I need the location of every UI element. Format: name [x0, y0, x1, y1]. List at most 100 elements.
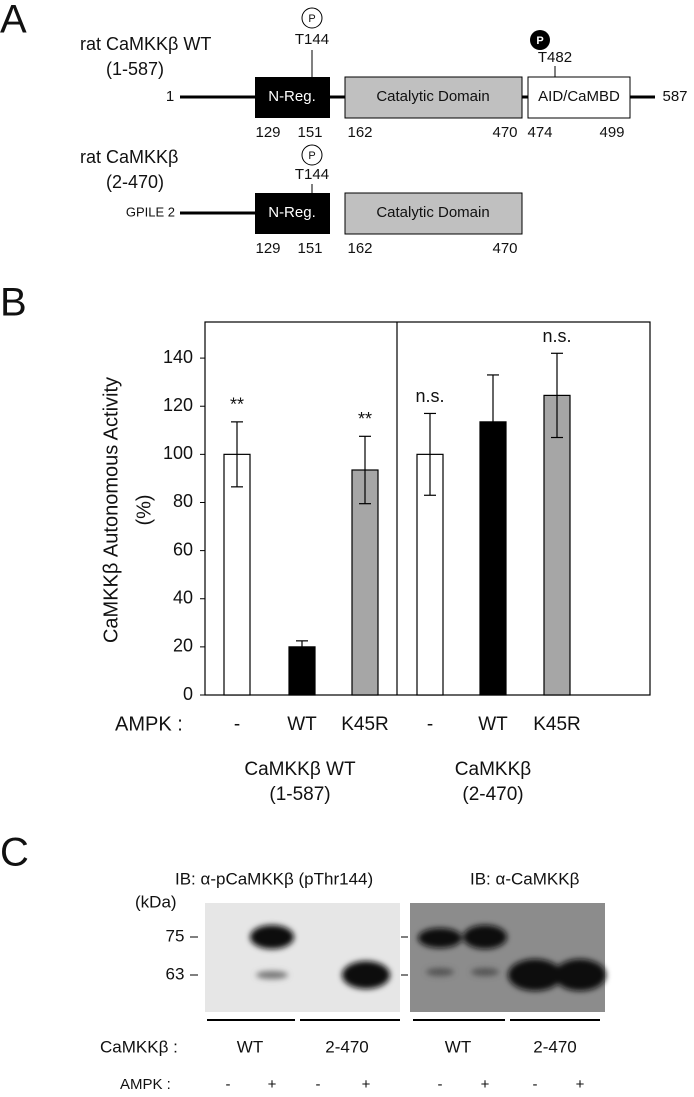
construct-label: 2-470: [533, 1037, 576, 1056]
domain-label: N-Reg.: [268, 88, 316, 105]
ampk-label: -: [533, 1076, 538, 1093]
y-tick-label: 140: [163, 347, 193, 367]
ampk-label: -: [438, 1076, 443, 1093]
bar: [351, 469, 379, 696]
x-tick-label: -: [234, 714, 240, 735]
y-tick-label: 80: [173, 491, 193, 511]
phospho-mark: P: [308, 13, 315, 25]
y-tick-label: 40: [173, 587, 193, 607]
x-tick-label: K45R: [533, 714, 581, 735]
x-axis-label: AMPK :: [115, 713, 183, 735]
phospho-mark: P: [308, 150, 315, 162]
construct-label: WT: [445, 1037, 471, 1056]
blot: [205, 903, 400, 1012]
position-label: 129: [255, 240, 280, 257]
bar: [543, 394, 571, 696]
site-label: T482: [538, 49, 572, 66]
position-label: 162: [347, 240, 372, 257]
site-label: T144: [295, 166, 329, 183]
ampk-label: +: [481, 1076, 490, 1093]
phospho-mark: P: [536, 35, 543, 47]
band: [463, 925, 507, 949]
bar: [288, 646, 316, 696]
position-label: 162: [347, 124, 372, 141]
y-tick-label: 120: [163, 395, 193, 415]
band: [508, 959, 562, 991]
row-label: CaMKKβ :: [100, 1037, 178, 1056]
domain-box: [344, 192, 523, 235]
construct-name: rat CaMKKβ: [80, 147, 178, 167]
band: [250, 925, 294, 949]
y-tick-label: 100: [163, 443, 193, 463]
row-label: AMPK :: [120, 1076, 171, 1093]
position-label: 470: [492, 124, 517, 141]
domain-label: AID/CaMBD: [538, 88, 620, 105]
position-label: 151: [297, 240, 322, 257]
marker-label: 75: [166, 926, 185, 945]
position-label: 499: [599, 124, 624, 141]
ampk-label: +: [268, 1076, 277, 1093]
ampk-label: -: [226, 1076, 231, 1093]
band: [256, 971, 288, 979]
construct-range: (1-587): [106, 59, 164, 79]
panel-label: B: [0, 281, 27, 325]
panel-a-shapes: [180, 7, 655, 235]
significance-label: n.s.: [542, 326, 571, 346]
marker-label: 63: [166, 964, 185, 983]
domain-label: N-Reg.: [268, 204, 316, 221]
y-tick-label: 0: [183, 684, 193, 704]
construct-label: WT: [237, 1037, 263, 1056]
band: [418, 928, 462, 948]
significance-label: n.s.: [415, 386, 444, 406]
ampk-label: +: [362, 1076, 371, 1093]
blot: [410, 903, 605, 1012]
domain-label: Catalytic Domain: [376, 204, 489, 221]
antibody-label: IB: α-CaMKKβ: [470, 869, 580, 888]
x-tick-label: WT: [287, 714, 317, 735]
significance-label: **: [230, 395, 244, 415]
group-label: (2-470): [462, 784, 523, 805]
y-axis-label: (%): [133, 494, 155, 525]
x-tick-label: WT: [478, 714, 508, 735]
group-label: CaMKKβ WT: [244, 759, 356, 780]
construct-range: (2-470): [106, 172, 164, 192]
position-label: 151: [297, 124, 322, 141]
phospho-circle: [530, 30, 550, 50]
end-label: 587: [662, 88, 687, 105]
x-tick-label: K45R: [341, 714, 389, 735]
band: [471, 968, 499, 976]
ampk-label: -: [316, 1076, 321, 1093]
position-label: 474: [527, 124, 552, 141]
construct-label: 2-470: [325, 1037, 368, 1056]
y-axis-label: CaMKKβ Autonomous Activity: [100, 377, 122, 643]
group-label: CaMKKβ: [455, 759, 531, 780]
band: [426, 968, 454, 976]
y-tick-label: 20: [173, 636, 193, 656]
site-label: T144: [295, 31, 329, 48]
domain-box: [255, 193, 330, 234]
band: [342, 961, 390, 989]
y-tick-label: 60: [173, 539, 193, 559]
start-label: 1: [166, 88, 174, 105]
bar: [223, 453, 251, 696]
domain-box: [344, 76, 523, 119]
panel-label: C: [0, 831, 29, 875]
ampk-label: +: [576, 1076, 585, 1093]
position-label: 129: [255, 124, 280, 141]
x-tick-label: -: [427, 714, 433, 735]
domain-label: Catalytic Domain: [376, 88, 489, 105]
construct-name: rat CaMKKβ WT: [80, 34, 211, 54]
phospho-circle: [301, 7, 323, 29]
unit-label: (kDa): [135, 892, 177, 911]
band: [554, 959, 606, 991]
position-label: 470: [492, 240, 517, 257]
domain-box: [527, 76, 631, 119]
phospho-circle: [301, 144, 323, 166]
significance-label: **: [358, 409, 372, 429]
domain-box: [255, 77, 330, 118]
blots: [190, 903, 606, 1021]
panel-label: A: [0, 0, 27, 42]
antibody-label: IB: α-pCaMKKβ (pThr144): [175, 869, 373, 888]
start-label: GPILE 2: [126, 204, 175, 219]
